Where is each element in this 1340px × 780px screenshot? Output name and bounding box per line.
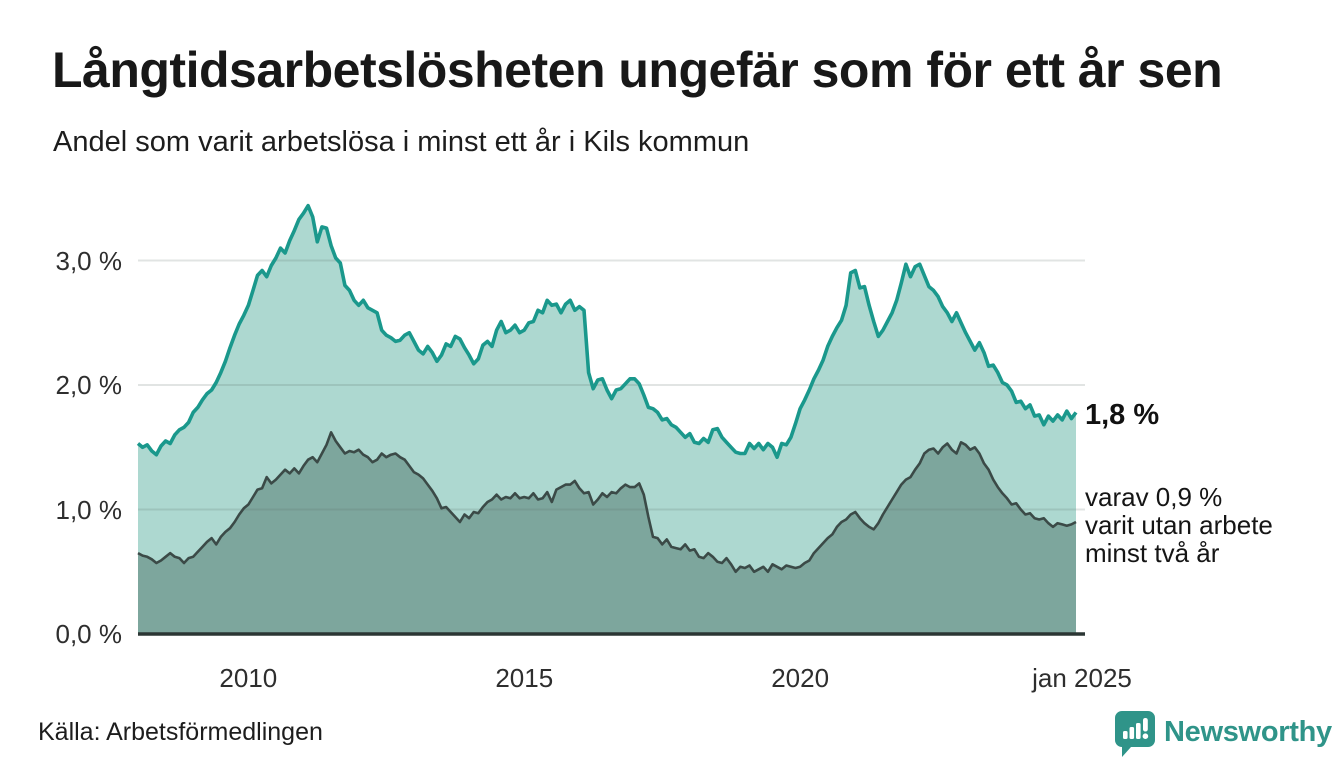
latest-value-label: 1,8 % bbox=[1085, 399, 1160, 431]
brand-name: Newsworthy bbox=[1164, 716, 1332, 748]
y-tick-label: 2,0 % bbox=[55, 370, 123, 400]
page-subtitle: Andel som varit arbetslösa i minst ett å… bbox=[53, 126, 750, 158]
y-tick-label: 3,0 % bbox=[55, 245, 123, 276]
x-tick-label: 2015 bbox=[495, 663, 554, 693]
y-tick-label: 1,0 % bbox=[55, 494, 123, 525]
newsworthy-logo[interactable]: Newsworthy bbox=[1114, 710, 1332, 758]
newsworthy-icon bbox=[1115, 711, 1155, 757]
subseries-annotation-line3: minst två år bbox=[1085, 538, 1220, 568]
line-one-year bbox=[136, 203, 1078, 460]
exclamation-dot bbox=[1142, 733, 1149, 739]
x-tick-label: jan 2025 bbox=[1032, 663, 1132, 693]
area-fill-two-years bbox=[138, 432, 1076, 634]
y-tick-label: 0,0 % bbox=[55, 619, 123, 649]
subseries-annotation-line2: varit utan arbete bbox=[1085, 510, 1273, 540]
source-credit: Källa: Arbetsförmedlingen bbox=[38, 718, 323, 746]
bar-large bbox=[1136, 723, 1141, 739]
exclamation-stem bbox=[1143, 718, 1148, 732]
bar-medium bbox=[1129, 727, 1135, 739]
subseries-annotation-line1: varav 0,9 % bbox=[1085, 482, 1223, 512]
subseries-annotation: varav 0,9 % varit utan arbete minst två … bbox=[1085, 483, 1273, 567]
line-two-years bbox=[137, 430, 1077, 574]
x-tick-label: 2020 bbox=[771, 663, 830, 693]
bar-small bbox=[1123, 731, 1128, 739]
page-title: Långtidsarbetslösheten ungefär som för e… bbox=[52, 42, 1223, 98]
x-tick-label: 2010 bbox=[219, 663, 278, 693]
speech-bubble-shape bbox=[1115, 711, 1155, 757]
